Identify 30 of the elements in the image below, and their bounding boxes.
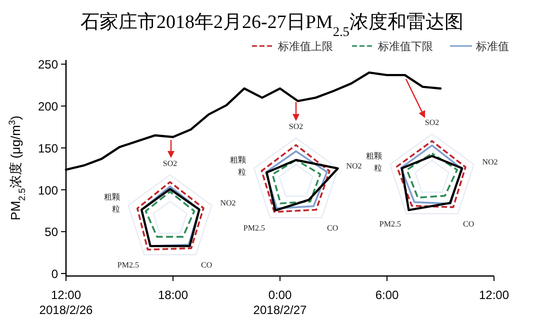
spoke-label: SO2 <box>162 159 178 168</box>
spoke-label: SO2 <box>424 118 440 128</box>
spoke-label: 粗颗粒 <box>230 156 246 177</box>
spoke-label: PM2.5 <box>117 260 139 270</box>
spoke-label: 粗颗粒 <box>366 152 382 173</box>
spoke-label: PM2.5 <box>243 224 265 233</box>
chart-title: 石家庄市2018年2月26-27日PM$_{2.5}$浓度和雷达图 <box>80 11 464 38</box>
spoke-label: 粗颗粒 <box>104 192 120 214</box>
x-tick-label: 18:00 <box>158 288 188 302</box>
y-tick-label: 100 <box>38 183 58 198</box>
spoke-label: PM2.5 <box>379 220 401 229</box>
spoke-label: CO <box>327 224 338 233</box>
spoke-label: CO <box>463 220 474 229</box>
legend-label: 标准值上限 <box>277 40 333 53</box>
spoke-label: NO2 <box>482 158 498 167</box>
spoke-label: CO <box>201 260 212 270</box>
y-tick-label: 50 <box>44 225 58 240</box>
legend-label: 标准值下限 <box>377 40 433 53</box>
x-tick-label: 12:00 <box>478 288 510 302</box>
x-tick-label: 12:00 2018/2/26 <box>39 288 94 317</box>
y-tick-label: 200 <box>38 100 58 114</box>
x-tick-label: 6:00 <box>375 288 399 302</box>
y-tick-label: 150 <box>38 141 58 156</box>
x-tick-label: 0:00 2018/2/27 <box>253 288 308 317</box>
spoke-label: NO2 <box>346 162 362 171</box>
y-tick-label: 0 <box>51 266 58 281</box>
spoke-label: SO2 <box>288 122 304 132</box>
legend-label: 标准值 <box>475 40 509 53</box>
spoke-label: NO2 <box>220 198 236 208</box>
y-tick-label: 250 <box>38 58 58 72</box>
